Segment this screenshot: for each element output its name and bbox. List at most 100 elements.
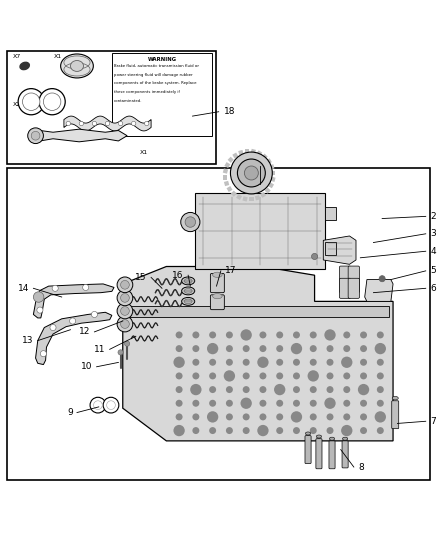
Circle shape — [40, 351, 46, 357]
Text: 10: 10 — [81, 362, 92, 372]
Circle shape — [374, 411, 386, 423]
Circle shape — [293, 359, 300, 366]
Circle shape — [360, 332, 367, 338]
FancyBboxPatch shape — [329, 441, 335, 469]
Circle shape — [360, 414, 367, 421]
Circle shape — [192, 414, 199, 421]
Bar — [7, 168, 430, 480]
Bar — [224, 181, 229, 186]
Circle shape — [360, 373, 367, 379]
Circle shape — [326, 345, 333, 352]
Text: 13: 13 — [22, 336, 33, 345]
Circle shape — [326, 359, 333, 366]
Circle shape — [343, 400, 350, 407]
FancyBboxPatch shape — [339, 266, 351, 293]
Circle shape — [259, 414, 266, 421]
Circle shape — [37, 307, 43, 313]
Bar — [256, 150, 262, 156]
Ellipse shape — [71, 61, 84, 71]
Ellipse shape — [184, 278, 192, 283]
Circle shape — [192, 373, 199, 379]
Circle shape — [120, 280, 129, 289]
Ellipse shape — [182, 297, 195, 305]
Text: 8: 8 — [358, 463, 364, 472]
Text: 2: 2 — [430, 212, 436, 221]
Circle shape — [274, 384, 286, 395]
Circle shape — [377, 386, 384, 393]
Text: 6: 6 — [430, 284, 436, 293]
Text: these components immediately if: these components immediately if — [114, 90, 180, 94]
Circle shape — [176, 345, 183, 352]
Ellipse shape — [20, 62, 29, 70]
FancyBboxPatch shape — [348, 278, 360, 298]
Bar — [249, 197, 254, 201]
Circle shape — [343, 414, 350, 421]
Circle shape — [293, 400, 300, 407]
Ellipse shape — [184, 288, 192, 293]
Circle shape — [209, 373, 216, 379]
Bar — [269, 164, 275, 169]
Circle shape — [120, 320, 129, 328]
Circle shape — [240, 398, 252, 409]
Circle shape — [257, 357, 268, 368]
Text: 18: 18 — [224, 107, 235, 116]
Ellipse shape — [305, 432, 311, 435]
Ellipse shape — [182, 277, 195, 285]
Circle shape — [377, 359, 384, 366]
Circle shape — [276, 400, 283, 407]
Circle shape — [190, 384, 201, 395]
FancyBboxPatch shape — [125, 306, 389, 317]
Text: 15: 15 — [135, 273, 147, 282]
Circle shape — [117, 290, 133, 306]
Circle shape — [377, 332, 384, 338]
Circle shape — [185, 217, 195, 227]
Circle shape — [176, 414, 183, 421]
Ellipse shape — [392, 397, 398, 400]
Circle shape — [325, 329, 336, 341]
Circle shape — [257, 425, 268, 436]
Circle shape — [192, 345, 199, 352]
FancyBboxPatch shape — [195, 192, 325, 269]
Text: 4: 4 — [430, 247, 436, 256]
Circle shape — [276, 345, 283, 352]
FancyBboxPatch shape — [305, 435, 311, 464]
Circle shape — [374, 343, 386, 354]
Circle shape — [326, 386, 333, 393]
Bar — [223, 175, 227, 180]
Text: power steering fluid will damage rubber: power steering fluid will damage rubber — [114, 72, 193, 77]
Text: 16: 16 — [172, 271, 184, 280]
Circle shape — [226, 386, 233, 393]
FancyBboxPatch shape — [392, 401, 399, 429]
Circle shape — [226, 359, 233, 366]
Circle shape — [293, 373, 300, 379]
Circle shape — [207, 411, 218, 423]
Circle shape — [145, 122, 149, 126]
Ellipse shape — [60, 54, 93, 78]
Circle shape — [33, 292, 44, 302]
Circle shape — [209, 332, 216, 338]
Circle shape — [243, 359, 250, 366]
Circle shape — [230, 152, 272, 194]
Circle shape — [22, 93, 40, 110]
Circle shape — [92, 122, 97, 126]
Circle shape — [293, 332, 300, 338]
Ellipse shape — [182, 287, 195, 295]
Circle shape — [343, 386, 350, 393]
Circle shape — [50, 325, 56, 330]
Circle shape — [243, 345, 250, 352]
Circle shape — [105, 122, 110, 126]
Circle shape — [291, 343, 302, 354]
Polygon shape — [323, 236, 356, 264]
Circle shape — [243, 427, 250, 434]
Circle shape — [226, 400, 233, 407]
Circle shape — [118, 122, 123, 126]
Circle shape — [259, 373, 266, 379]
Bar — [238, 150, 244, 155]
Circle shape — [181, 213, 200, 232]
Circle shape — [326, 414, 333, 421]
Circle shape — [226, 427, 233, 434]
Circle shape — [259, 386, 266, 393]
FancyBboxPatch shape — [325, 241, 336, 255]
Circle shape — [293, 386, 300, 393]
Circle shape — [118, 350, 123, 355]
